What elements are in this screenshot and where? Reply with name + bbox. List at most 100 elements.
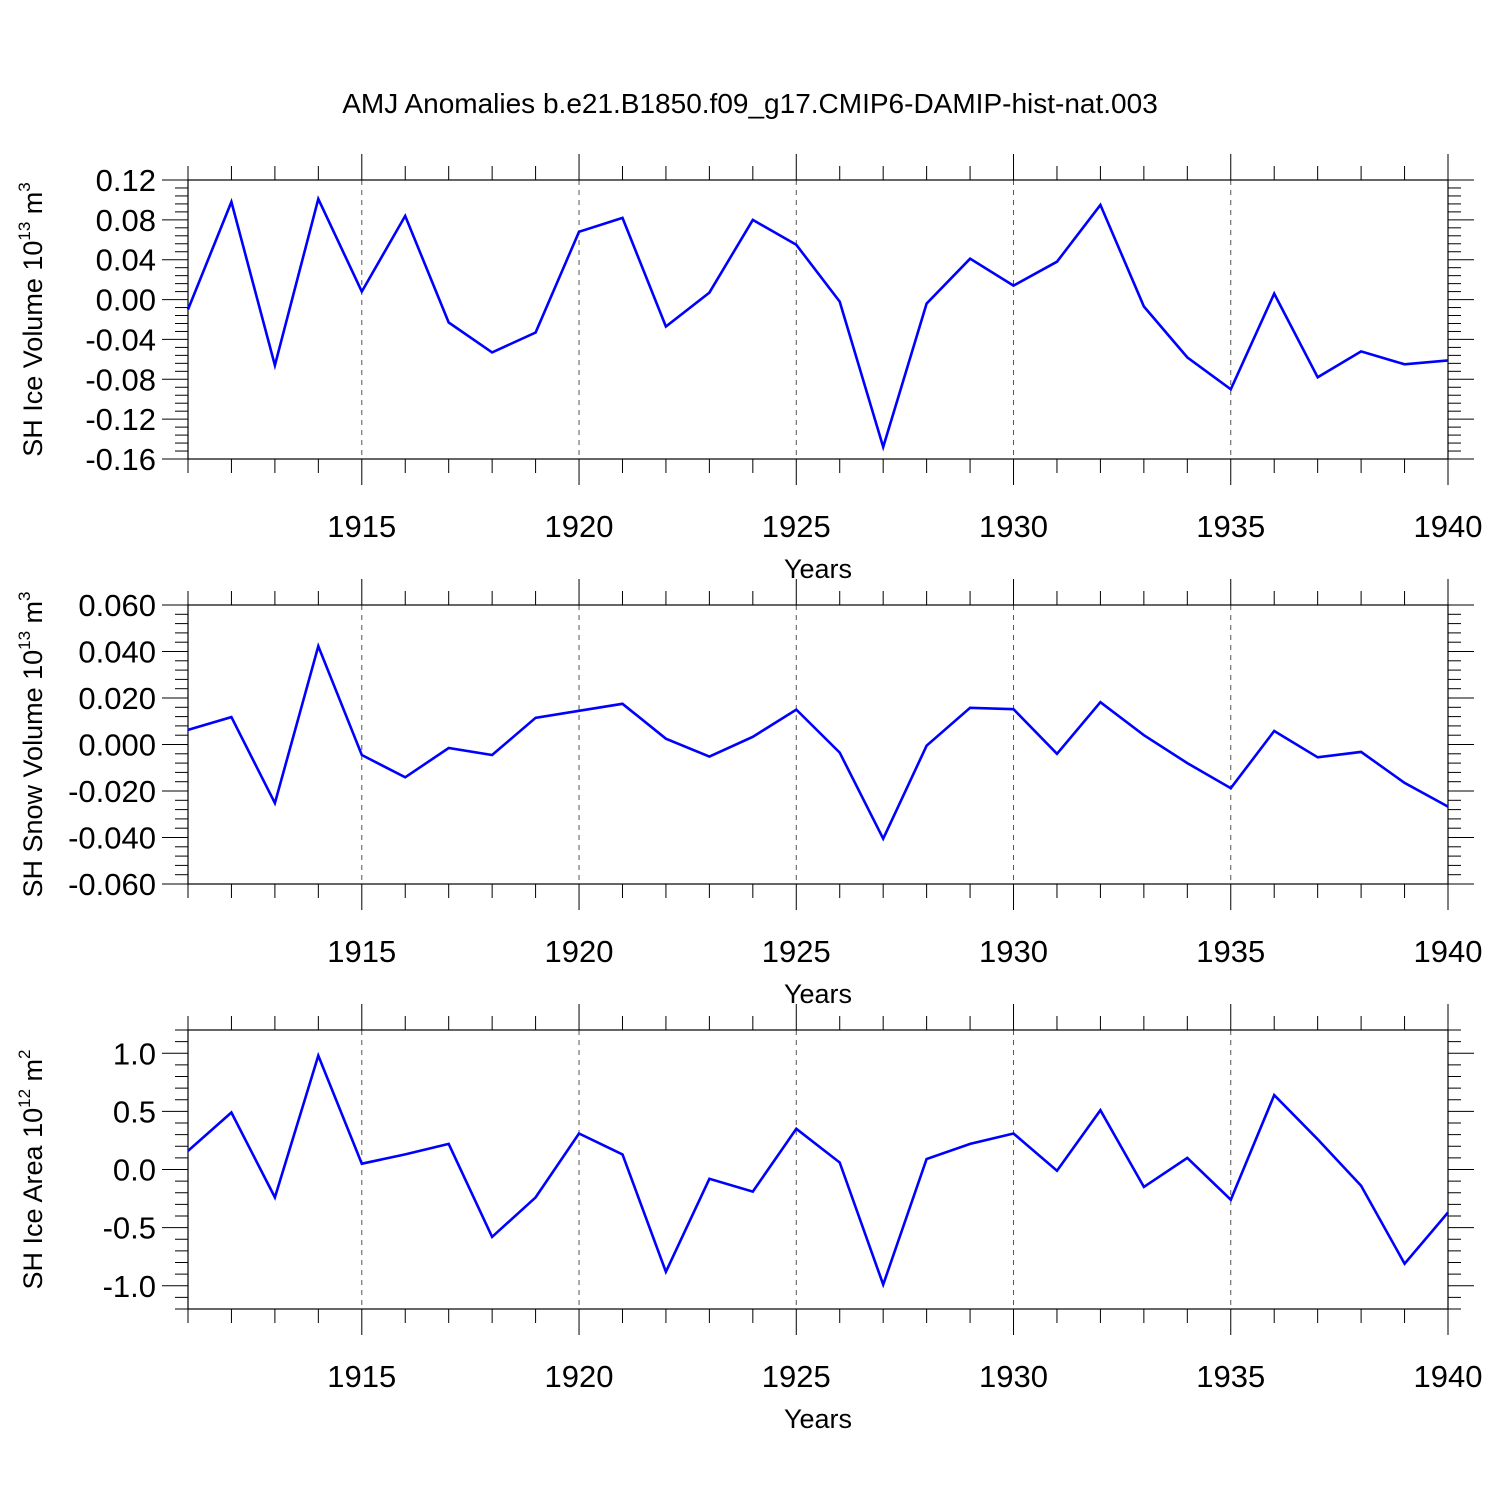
x-tick-label: 1925 [762,1359,831,1394]
y-axis-label: SH Snow Volume 1013 m3 [15,591,48,897]
panel-3: 1.0 0.5 0.0 -0.5 -1.0 1915 1920 1925 1930 1935 194… [15,1004,1482,1434]
series-line [187,1051,1449,1289]
data-point [316,197,320,201]
data-point [1272,292,1276,296]
y-tick-label: 0.00 [96,283,156,318]
data-point [316,644,320,648]
data-point [186,728,190,732]
data-point [1229,786,1233,790]
data-point [403,775,407,779]
data-point [794,1127,798,1131]
y-tick-label: 0.020 [78,681,156,716]
x-tick-label: 1915 [327,509,396,544]
data-point [186,308,190,312]
x-tick-label: 1940 [1414,934,1483,969]
data-point [273,363,277,367]
data-point [881,1283,885,1287]
data-point [707,755,711,759]
data-point [1229,387,1233,391]
data-point [577,230,581,234]
series-line [187,642,1449,842]
x-tick-label: 1935 [1196,934,1265,969]
data-point [360,1162,364,1166]
x-tick-label: 1920 [545,1359,614,1394]
plot-frame [187,1029,1449,1310]
x-tick-label: 1940 [1414,509,1483,544]
data-point [229,715,233,719]
x-tick-label: 1930 [979,509,1048,544]
data-point [838,1161,842,1165]
data-point [881,837,885,841]
data-point [534,716,538,720]
series-line [186,195,1449,452]
data-point [664,737,668,741]
panel-1: 0.12 0.08 0.04 0.00 -0.04 -0.08 -0.12 -0.16 1915… [15,154,1482,584]
data-point [186,1149,190,1153]
data-point [1055,1169,1059,1173]
data-point [1446,805,1450,809]
data-point [1403,781,1407,785]
data-point [447,746,451,750]
data-point [881,445,885,449]
x-tick-label: 1920 [545,509,614,544]
data-point [1272,1093,1276,1097]
y-tick-label: -0.16 [85,442,156,477]
data-point [1055,260,1059,264]
chart-title: AMJ Anomalies b.e21.B1850.f09_g17.CMIP6-… [342,88,1158,119]
y-tick-label: 0.040 [78,635,156,670]
data-point [1316,755,1320,759]
data-point [1316,375,1320,379]
x-tick-label: 1915 [327,1359,396,1394]
panel-2: 0.060 0.040 0.020 0.000 -0.020 -0.040 -0.060 19… [15,579,1482,1009]
data-point [838,751,842,755]
data-point [968,706,972,710]
y-tick-label: -1.0 [103,1269,156,1304]
data-point [273,1195,277,1199]
data-point [620,1152,624,1156]
y-axis-label: SH Ice Area 1012 m2 [15,1050,48,1290]
plot-frame [187,604,1449,885]
data-point [838,300,842,304]
y-axis-label: SH Ice Volume 1013 m3 [15,182,48,457]
data-point [1142,1185,1146,1189]
data-point [620,702,624,706]
y-tick-label: 0.04 [96,243,156,278]
data-point [360,753,364,757]
data-point [1446,358,1450,362]
data-point [316,1054,320,1058]
data-point [1098,700,1102,704]
data-point [1229,1198,1233,1202]
data-point [1359,750,1363,754]
data-point [1012,707,1016,711]
data-point [1446,1211,1450,1215]
data-point [490,753,494,757]
y-tick-label: -0.08 [85,362,156,397]
data-point [968,1142,972,1146]
data-point [1012,284,1016,288]
data-point [534,1195,538,1199]
y-tick-label: 0.0 [113,1153,156,1188]
y-tick-label: 0.12 [96,163,156,198]
data-point [1403,1262,1407,1266]
data-point [664,324,668,328]
data-point [1185,355,1189,359]
x-axis-label: Years [784,554,852,584]
data-point [620,216,624,220]
data-point [534,330,538,334]
data-point [1012,1131,1016,1135]
data-point [1316,1137,1320,1141]
y-tick-label: 0.5 [113,1094,156,1129]
y-tick-label: 0.060 [78,588,156,623]
data-point [360,290,364,294]
y-tick-label: -0.060 [68,867,156,902]
x-tick-label: 1935 [1196,1359,1265,1394]
data-point [447,320,451,324]
x-tick-label: 1940 [1414,1359,1483,1394]
data-point [577,1131,581,1135]
data-point [1403,362,1407,366]
y-tick-label: -0.020 [68,774,156,809]
y-tick-label: -0.12 [85,402,156,437]
data-point [794,708,798,712]
data-point [229,200,233,204]
